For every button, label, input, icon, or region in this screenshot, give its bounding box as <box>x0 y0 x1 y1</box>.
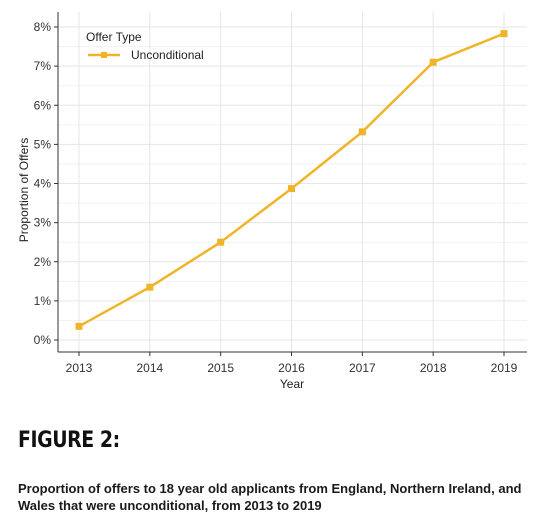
x-tick-label: 2014 <box>136 361 163 375</box>
y-tick-label: 7% <box>34 59 52 73</box>
grid <box>58 12 527 352</box>
legend-entry-unconditional: Unconditional <box>131 48 204 62</box>
data-point <box>500 30 508 38</box>
data-point <box>358 128 366 136</box>
y-axis-label: Proportion of Offers <box>17 138 31 243</box>
y-tick-label: 2% <box>34 255 52 269</box>
x-axis-label: Year <box>280 377 304 391</box>
y-tick-label: 8% <box>34 20 52 34</box>
data-point <box>146 283 154 291</box>
y-tick-label: 3% <box>34 216 52 230</box>
data-point <box>429 58 437 66</box>
x-tick-label: 2017 <box>349 361 376 375</box>
y-tick-label: 5% <box>34 137 52 151</box>
figure-caption: Proportion of offers to 18 year old appl… <box>18 481 522 513</box>
y-tick-label: 1% <box>34 294 52 308</box>
y-tick-label: 4% <box>34 177 52 191</box>
legend-marker <box>101 52 107 58</box>
figure-heading: FIGURE 2: <box>18 428 120 453</box>
legend: Offer Type Unconditional <box>86 30 204 62</box>
x-tick-label: 2019 <box>491 361 518 375</box>
legend-title: Offer Type <box>86 30 142 44</box>
y-tick-label: 6% <box>34 98 52 112</box>
data-point <box>75 322 83 330</box>
x-tick-label: 2016 <box>278 361 305 375</box>
data-point <box>288 185 295 193</box>
series-unconditional <box>75 30 508 330</box>
y-axis-ticks: 0% 1% 2% 3% 4% 5% 6% 7% 8% <box>34 20 58 347</box>
data-point <box>217 238 225 246</box>
x-tick-label: 2015 <box>207 361 234 375</box>
x-axis-ticks: 2013 2014 2015 2016 2017 2018 2019 <box>66 352 518 375</box>
x-tick-label: 2018 <box>420 361 447 375</box>
line-chart: 0%1%2%3%4%5%6%7%8% 2013 2014 2015 2016 2017 2… <box>17 12 527 391</box>
y-tick-label: 0% <box>34 333 52 347</box>
x-tick-label: 2013 <box>66 361 93 375</box>
